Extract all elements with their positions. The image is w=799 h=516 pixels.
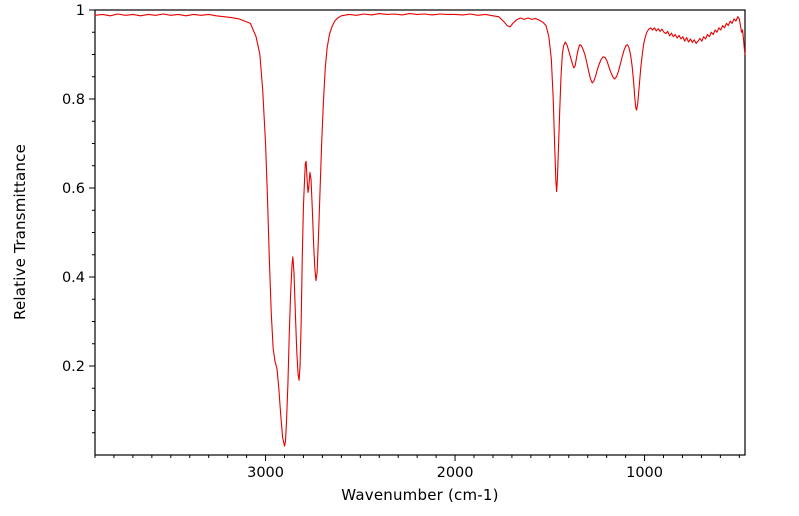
x-tick-label: 3000 [247, 465, 284, 481]
x-axis-label: Wavenumber (cm-1) [341, 486, 499, 504]
axis-ticks: 3000 2000 1000 0.2 0.4 0.6 0.8 1 [62, 3, 740, 481]
y-axis-label: Relative Transmittance [11, 143, 29, 321]
y-tick-label: 1 [76, 3, 85, 19]
x-tick-label: 2000 [437, 465, 474, 481]
y-tick-label: 0.4 [62, 270, 85, 286]
spectrum-trace [94, 13, 746, 447]
y-tick-label: 0.8 [62, 92, 85, 108]
y-tick-label: 0.6 [62, 181, 85, 197]
x-tick-label: 1000 [626, 465, 663, 481]
y-tick-label: 0.2 [62, 359, 85, 375]
plot-frame [94, 9, 746, 456]
